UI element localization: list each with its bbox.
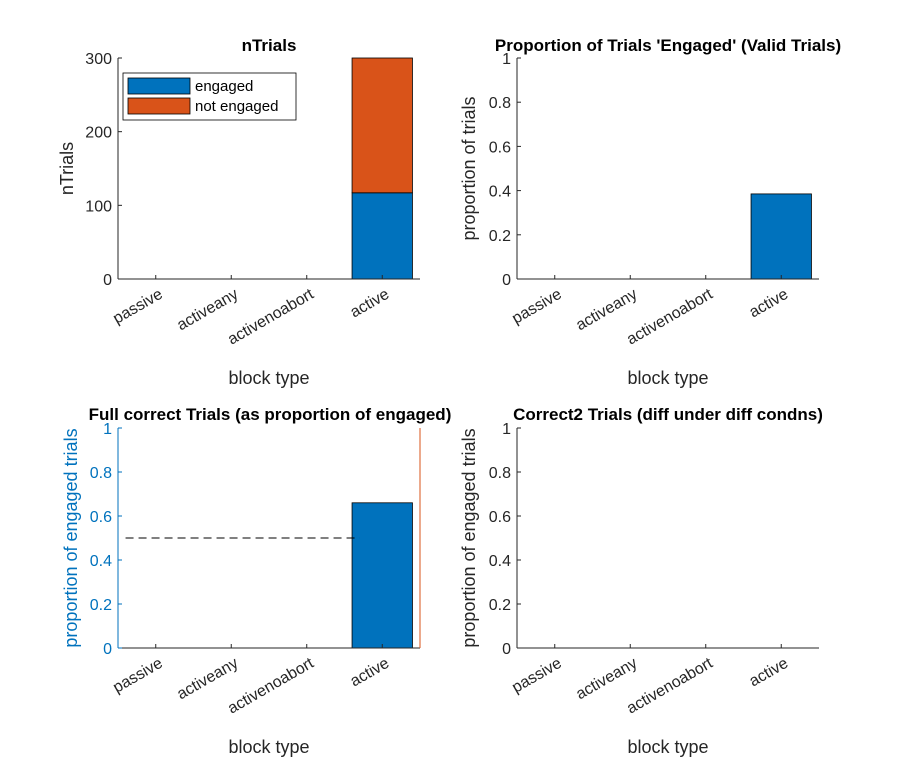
x-tick-label: active (348, 655, 393, 691)
x-axis-label: block type (228, 737, 309, 757)
y-tick-label: 0.4 (90, 553, 112, 570)
y-tick-label: 0.8 (90, 465, 112, 482)
y-tick-label: 1 (103, 421, 112, 438)
x-tick-label: activenoabort (624, 285, 716, 348)
y-axis-label: proportion of trials (459, 96, 479, 240)
chart-panel-3: 0 0.2 0.4 0.6 0.8 1 passive activeanyactivenoab… (61, 405, 451, 757)
y-axis-label: nTrials (57, 142, 77, 195)
y-tick-label: 0.6 (90, 509, 112, 526)
y-tick-label: 0.6 (489, 139, 511, 156)
y-tick-label: 300 (85, 51, 112, 68)
x-axis-label: block type (228, 368, 309, 388)
chart-title: Full correct Trials (as proportion of en… (89, 405, 452, 424)
y-tick-label: 1 (502, 421, 511, 438)
y-axis-label: proportion of engaged trials (459, 428, 479, 647)
legend-swatch-not-engaged (127, 97, 191, 115)
y-tick-label: 0.4 (489, 553, 511, 570)
x-tick-label: activeany (174, 286, 241, 335)
y-tick-label: 1 (502, 51, 511, 68)
x-tick-label: activeany (573, 655, 640, 704)
y-tick-label: 0.8 (489, 465, 511, 482)
bar-engaged-active (351, 192, 413, 280)
x-tick-label: activenoabort (225, 654, 317, 717)
legend-swatch-engaged (127, 77, 191, 95)
legend-label-engaged: engaged (195, 78, 253, 95)
bar-not-engaged-active (351, 57, 413, 194)
x-tick-label: passive (509, 286, 565, 328)
x-tick-label: activeany (573, 286, 640, 335)
bar-active (750, 193, 812, 280)
y-tick-label: 0.2 (489, 228, 511, 245)
chart-title: Proportion of Trials 'Engaged' (Valid Tr… (495, 36, 841, 55)
y-tick-label: 0.8 (489, 95, 511, 112)
y-tick-label: 0 (103, 641, 112, 658)
x-axis-label: block type (627, 737, 708, 757)
legend-label-not-engaged: not engaged (195, 98, 278, 115)
bar-active (351, 502, 413, 649)
y-tick-label: 100 (85, 198, 112, 215)
y-tick-label: 0 (103, 272, 112, 289)
y-tick-label: 0.2 (489, 597, 511, 614)
x-tick-label: activenoabort (225, 285, 317, 348)
y-tick-label: 0 (502, 641, 511, 658)
y-tick-label: 0.2 (90, 597, 112, 614)
y-tick-label: 0.6 (489, 509, 511, 526)
chart-panel-4: 0 0.2 0.4 0.6 0.8 1 passive activeanyactivenoab… (459, 405, 823, 757)
y-tick-label: 200 (85, 125, 112, 142)
chart-title: Correct2 Trials (diff under diff condns) (513, 405, 823, 424)
x-axis-label: block type (627, 368, 708, 388)
y-tick-label: 0.4 (489, 184, 511, 201)
x-tick-label: active (747, 655, 792, 691)
x-tick-label: active (348, 286, 393, 322)
x-tick-label: active (747, 286, 792, 322)
x-tick-label: passive (110, 286, 166, 328)
y-tick-label: 0 (502, 272, 511, 289)
x-tick-label: passive (110, 655, 166, 697)
x-tick-label: activenoabort (624, 654, 716, 717)
y-axis-label: proportion of engaged trials (61, 428, 81, 647)
x-tick-label: passive (509, 655, 565, 697)
chart-panel-2: 0 0.2 0.4 0.6 0.8 1 passive activeanyactivenoab… (459, 36, 841, 388)
chart-title: nTrials (242, 36, 297, 55)
x-tick-label: activeany (174, 655, 241, 704)
legend: engaged not engaged (122, 72, 297, 121)
